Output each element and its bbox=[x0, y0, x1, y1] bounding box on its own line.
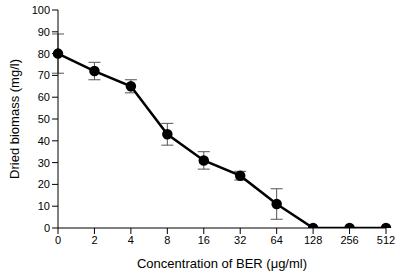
svg-text:8: 8 bbox=[164, 234, 170, 246]
svg-text:70: 70 bbox=[38, 69, 50, 81]
svg-text:128: 128 bbox=[304, 234, 322, 246]
svg-text:60: 60 bbox=[38, 91, 50, 103]
svg-text:4: 4 bbox=[128, 234, 134, 246]
svg-text:Concentration of BER (μg/ml): Concentration of BER (μg/ml) bbox=[137, 256, 307, 271]
svg-text:80: 80 bbox=[38, 48, 50, 60]
svg-text:30: 30 bbox=[38, 157, 50, 169]
svg-text:512: 512 bbox=[377, 234, 392, 246]
svg-text:20: 20 bbox=[38, 178, 50, 190]
svg-text:100: 100 bbox=[32, 4, 50, 16]
svg-text:0: 0 bbox=[55, 234, 61, 246]
svg-text:256: 256 bbox=[340, 234, 358, 246]
svg-text:16: 16 bbox=[198, 234, 210, 246]
svg-text:64: 64 bbox=[271, 234, 283, 246]
svg-text:32: 32 bbox=[234, 234, 246, 246]
svg-text:Dried biomass (mg/l): Dried biomass (mg/l) bbox=[8, 59, 22, 179]
svg-text:40: 40 bbox=[38, 135, 50, 147]
svg-text:50: 50 bbox=[38, 113, 50, 125]
svg-text:10: 10 bbox=[38, 200, 50, 212]
svg-text:2: 2 bbox=[91, 234, 97, 246]
svg-text:90: 90 bbox=[38, 26, 50, 38]
svg-text:0: 0 bbox=[44, 222, 50, 234]
